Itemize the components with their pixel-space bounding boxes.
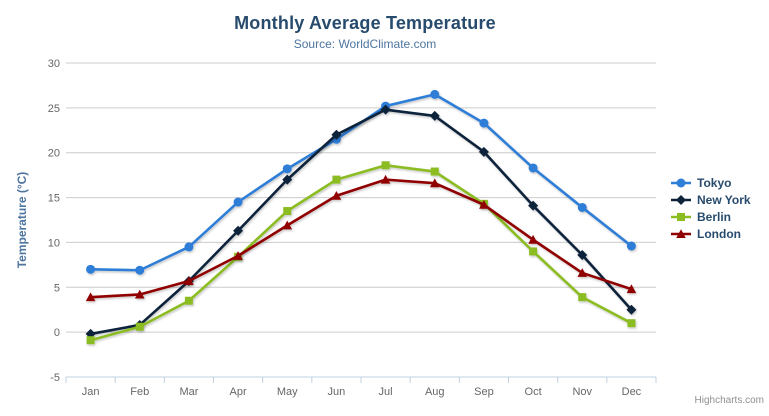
chart-title: Monthly Average Temperature (234, 13, 496, 33)
data-point-new-york[interactable] (331, 129, 342, 140)
y-axis-tick-label: 30 (48, 58, 60, 70)
data-point-berlin[interactable] (529, 247, 538, 256)
y-axis-tick-label: 15 (48, 193, 60, 205)
data-point-london[interactable] (528, 234, 538, 244)
data-point-berlin[interactable] (86, 336, 95, 345)
data-point-tokyo[interactable] (282, 164, 292, 174)
data-point-tokyo[interactable] (430, 89, 440, 99)
legend-item-label: London (697, 227, 741, 241)
data-point-london[interactable] (577, 268, 588, 277)
data-point-tokyo[interactable] (86, 264, 96, 274)
legend-marker-symbol[interactable] (676, 178, 686, 188)
y-axis-tick-label: 10 (48, 237, 60, 249)
legend-marker-square-icon (671, 213, 691, 221)
data-point-new-york[interactable] (478, 146, 489, 157)
series-line-berlin[interactable] (89, 163, 633, 342)
data-point-tokyo[interactable] (626, 241, 636, 251)
data-point-london[interactable] (479, 199, 489, 209)
y-axis-tick-label: -5 (50, 372, 60, 384)
data-point-new-york[interactable] (233, 225, 244, 236)
legend-marker-symbol[interactable] (676, 195, 686, 205)
legend: Tokyo New York Berlin London (670, 176, 751, 241)
data-point-new-york[interactable] (577, 249, 588, 260)
x-axis-tick-label: Jan (82, 386, 100, 398)
data-point-berlin[interactable] (578, 293, 587, 302)
x-axis-tick-label: Mar (179, 386, 198, 398)
data-point-london[interactable] (85, 292, 96, 302)
legend-item-london[interactable]: London (670, 227, 751, 241)
series-london[interactable] (85, 174, 637, 302)
data-point-tokyo[interactable] (135, 265, 145, 275)
x-axis-tick-label: Dec (622, 386, 642, 398)
data-point-new-york[interactable] (380, 104, 391, 115)
legend-marker-circle-icon (671, 178, 691, 188)
data-point-tokyo[interactable] (528, 163, 538, 173)
data-point-berlin[interactable] (135, 322, 144, 331)
x-axis-tick-label: Aug (425, 386, 445, 398)
data-point-berlin[interactable] (184, 296, 193, 305)
legend-marker-symbol[interactable] (677, 213, 685, 221)
legend-item-berlin[interactable]: Berlin (670, 210, 751, 224)
data-point-london[interactable] (380, 174, 391, 184)
x-axis-tick-label: May (277, 386, 298, 398)
data-point-tokyo[interactable] (479, 118, 489, 128)
legend-item-tokyo[interactable]: Tokyo (670, 176, 751, 190)
y-axis-title: Temperature (°C) (15, 172, 29, 269)
legend-marker-triangle-icon (671, 229, 691, 238)
data-point-london[interactable] (282, 220, 293, 230)
data-point-berlin[interactable] (430, 167, 439, 176)
data-point-tokyo[interactable] (577, 202, 587, 212)
data-point-london[interactable] (184, 276, 194, 286)
data-point-london[interactable] (233, 251, 243, 260)
series-line-new-york[interactable] (89, 108, 633, 336)
data-point-berlin[interactable] (627, 319, 636, 328)
series-line-london[interactable] (89, 178, 633, 299)
x-axis-tick-label: Apr (230, 386, 247, 398)
data-point-london[interactable] (134, 289, 145, 299)
data-point-new-york[interactable] (282, 174, 293, 185)
y-axis-tick-label: 5 (54, 282, 60, 294)
data-point-berlin[interactable] (283, 207, 292, 216)
data-point-tokyo[interactable] (233, 197, 243, 207)
legend-item-label: Berlin (697, 210, 732, 224)
data-point-berlin[interactable] (381, 161, 390, 170)
data-point-london[interactable] (626, 284, 637, 294)
data-point-berlin[interactable] (332, 175, 341, 184)
y-axis-tick-label: 0 (54, 327, 60, 339)
y-axis-tick-label: 25 (48, 103, 60, 115)
credits-link[interactable]: Highcharts.com (694, 395, 764, 406)
legend-marker-symbol[interactable] (676, 229, 686, 238)
series-tokyo[interactable] (86, 89, 636, 275)
legend-item-label: Tokyo (697, 176, 732, 190)
data-point-london[interactable] (429, 178, 440, 188)
data-point-new-york[interactable] (429, 110, 440, 121)
x-axis-tick-label: Nov (572, 386, 592, 398)
data-point-new-york[interactable] (528, 200, 539, 211)
data-point-new-york[interactable] (626, 304, 637, 315)
x-axis-tick-label: Sep (474, 386, 494, 398)
chart-context-menu-button[interactable] (729, 17, 756, 38)
chart-subtitle: Source: WorldClimate.com (293, 37, 437, 51)
x-axis-tick-label: Feb (130, 386, 149, 398)
legend-item-new-york[interactable]: New York (670, 193, 751, 207)
x-axis-tick-label: Jun (328, 386, 346, 398)
legend-item-label: New York (697, 193, 751, 207)
x-axis-tick-label: Oct (525, 386, 542, 398)
y-axis-tick-label: 20 (48, 148, 60, 160)
legend-marker-diamond-icon (671, 195, 691, 205)
x-axis-tick-label: Jul (379, 386, 393, 398)
series-berlin[interactable] (86, 161, 636, 345)
data-point-tokyo[interactable] (184, 242, 194, 252)
series-new-york[interactable] (85, 104, 637, 339)
data-point-london[interactable] (331, 190, 342, 200)
